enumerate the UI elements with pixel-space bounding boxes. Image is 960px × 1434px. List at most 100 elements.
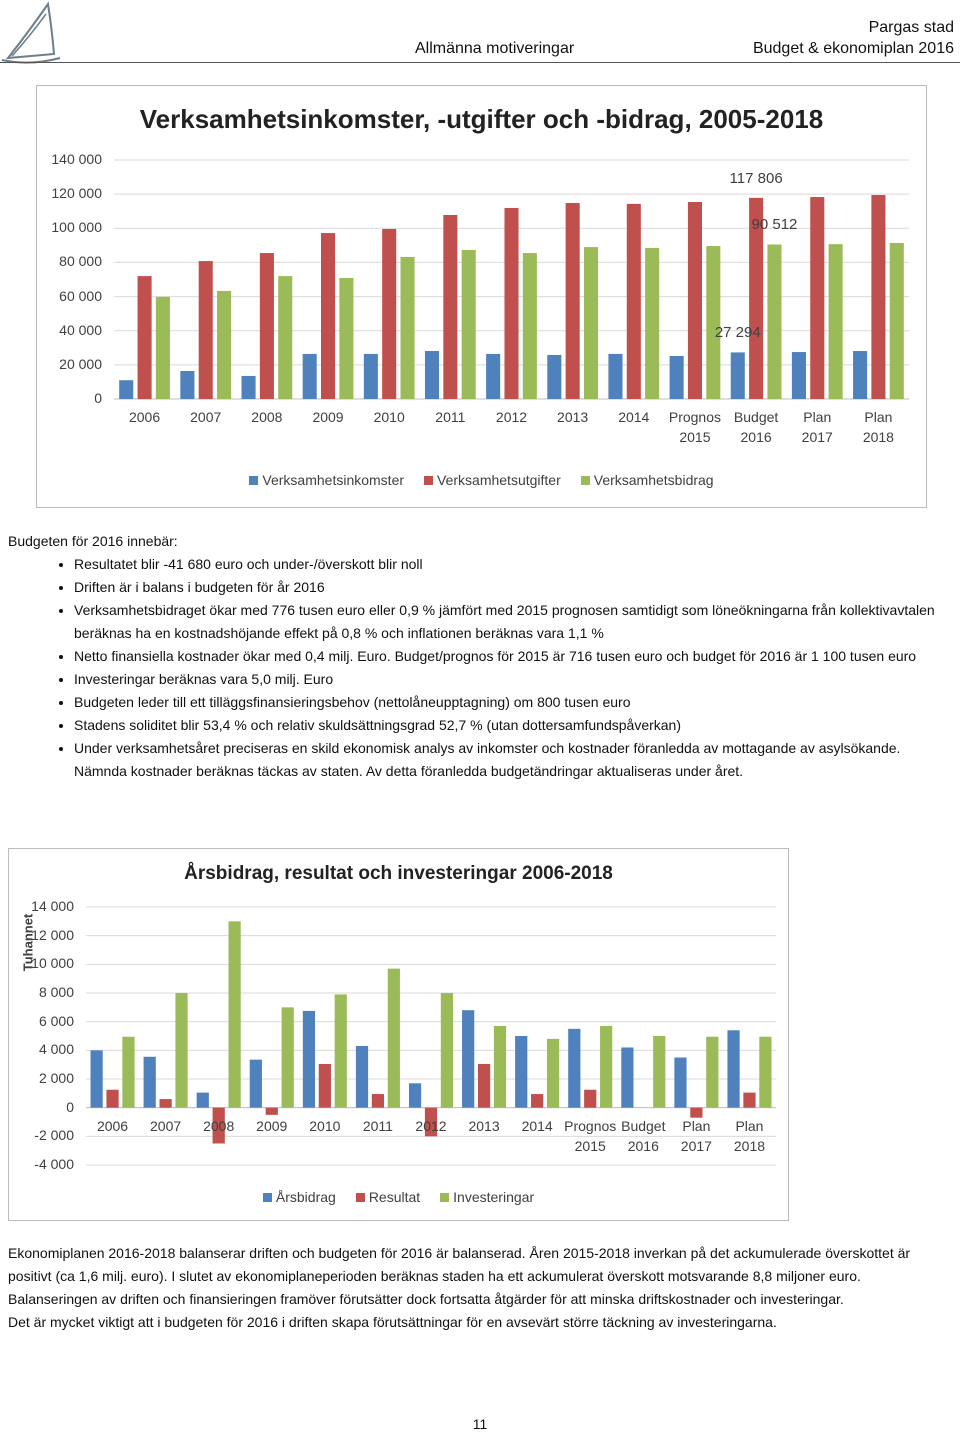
x-tick-label: 2008 bbox=[251, 409, 283, 425]
bar bbox=[302, 1010, 316, 1108]
y-tick-label: 80 000 bbox=[59, 253, 102, 270]
bullet: Budgeten leder till ett tilläggsfinansie… bbox=[74, 691, 953, 714]
bullet-list: Resultatet blir -41 680 euro och under-/… bbox=[8, 553, 953, 783]
bullet: Driften är i balans i budgeten för år 20… bbox=[74, 576, 953, 599]
bar bbox=[759, 1036, 772, 1108]
bar bbox=[198, 261, 213, 399]
bar bbox=[690, 1107, 703, 1118]
legend-swatch bbox=[580, 476, 590, 485]
bar bbox=[119, 380, 134, 399]
bar bbox=[853, 351, 868, 399]
legend-item: Verksamhetsutgifter bbox=[424, 472, 561, 488]
bar bbox=[522, 253, 537, 399]
data-label: 117 806 bbox=[729, 169, 783, 187]
bar bbox=[443, 214, 458, 399]
y-tick-label: 60 000 bbox=[59, 287, 102, 304]
bar bbox=[767, 244, 782, 399]
legend-item: Resultat bbox=[355, 1189, 421, 1205]
x-tick-label: Prognos 2015 bbox=[668, 409, 722, 445]
legend-label: Årsbidrag bbox=[275, 1189, 336, 1205]
plot bbox=[86, 906, 776, 1166]
legend-label: Resultat bbox=[368, 1189, 421, 1205]
bar bbox=[889, 242, 904, 399]
bar bbox=[355, 1046, 369, 1108]
bar bbox=[281, 1007, 294, 1108]
bar bbox=[871, 194, 886, 399]
x-tick-label: 2007 bbox=[150, 1117, 182, 1134]
chart: Årsbidrag, resultat och investeringar 20… bbox=[8, 848, 789, 1221]
legend: Verksamhetsinkomster Verksamhetsutgifter V… bbox=[37, 472, 926, 488]
bar bbox=[621, 1047, 634, 1108]
x-tick-label: 2009 bbox=[256, 1117, 288, 1134]
legend-label: Verksamhetsinkomster bbox=[262, 472, 405, 488]
legend-item: Verksamhetsbidrag bbox=[580, 472, 714, 488]
y-tick-label: 40 000 bbox=[59, 321, 102, 338]
legend-swatch bbox=[249, 476, 259, 485]
bar bbox=[259, 253, 274, 399]
bar bbox=[155, 296, 170, 399]
body-text: Budgeten för 2016 innebär: Resultatet bl… bbox=[8, 530, 953, 783]
x-tick-label: 2012 bbox=[495, 409, 528, 425]
bar bbox=[810, 197, 825, 399]
legend-label: Investeringar bbox=[453, 1189, 535, 1205]
bar bbox=[493, 1025, 507, 1108]
x-tick-label: 2011 bbox=[362, 1117, 393, 1134]
x-tick-label: 2013 bbox=[468, 1117, 500, 1134]
x-tick-label: Plan 2018 bbox=[733, 1117, 766, 1154]
y-tick-label: 14 000 bbox=[31, 898, 74, 914]
legend-item: Årsbidrag bbox=[262, 1189, 336, 1205]
bar bbox=[217, 290, 232, 399]
legend-label: Verksamhetsbidrag bbox=[593, 472, 714, 488]
bar bbox=[334, 994, 347, 1108]
plot bbox=[114, 159, 909, 400]
x-tick-label: Plan 2017 bbox=[801, 409, 833, 445]
legend-item: Verksamhetsinkomster bbox=[249, 472, 404, 488]
bar bbox=[249, 1059, 262, 1108]
bar bbox=[462, 1010, 475, 1108]
legend-swatch bbox=[424, 476, 434, 485]
x-tick-label: 2014 bbox=[618, 409, 650, 425]
bar bbox=[669, 355, 684, 399]
y-tick-label: 0 bbox=[66, 1098, 74, 1115]
paragraph: Det är mycket viktigt att i budgeten för… bbox=[8, 1314, 777, 1330]
header-rule bbox=[0, 62, 960, 63]
y-tick-label: -2 000 bbox=[34, 1127, 74, 1144]
bar bbox=[339, 277, 354, 399]
bar bbox=[363, 353, 378, 399]
x-tick-label: 2006 bbox=[128, 409, 161, 425]
bar bbox=[504, 207, 519, 399]
bar bbox=[568, 1028, 581, 1108]
bar bbox=[106, 1089, 119, 1108]
y-tick-label: -4 000 bbox=[34, 1156, 74, 1172]
x-tick-label: 2012 bbox=[415, 1117, 447, 1134]
bar bbox=[408, 1083, 422, 1108]
y-tick-label: 120 000 bbox=[51, 185, 102, 202]
bar bbox=[791, 352, 806, 399]
bar bbox=[461, 249, 476, 399]
bar bbox=[584, 1089, 597, 1108]
bar bbox=[583, 247, 599, 399]
x-tick-label: 2013 bbox=[557, 409, 589, 425]
y-tick-label: 2 000 bbox=[38, 1070, 74, 1086]
y-tick-label: 0 bbox=[94, 390, 102, 406]
x-tick-label: 2011 bbox=[435, 409, 466, 425]
bar bbox=[180, 371, 195, 399]
legend-swatch bbox=[440, 1193, 450, 1202]
bar bbox=[706, 246, 721, 399]
bar bbox=[212, 1107, 225, 1144]
bar bbox=[653, 1036, 666, 1108]
bar bbox=[706, 1036, 719, 1108]
bar bbox=[382, 228, 397, 399]
page-number: 11 bbox=[472, 1416, 488, 1432]
x-tick-label: 2010 bbox=[373, 409, 405, 425]
doc-title: Budget & ekonomiplan 2016 bbox=[752, 40, 954, 57]
bar bbox=[241, 375, 256, 399]
bullet: Stadens soliditet blir 53,4 % och relati… bbox=[74, 714, 953, 737]
bar bbox=[730, 352, 745, 399]
chart-title: Verksamhetsinkomster, -utgifter och -bid… bbox=[139, 104, 824, 134]
bar bbox=[321, 233, 336, 399]
x-tick-label: Prognos 2015 bbox=[564, 1117, 617, 1154]
logo bbox=[1, 1, 61, 64]
bar bbox=[440, 993, 454, 1108]
legend: Årsbidrag Resultat Investeringar bbox=[9, 1189, 788, 1205]
